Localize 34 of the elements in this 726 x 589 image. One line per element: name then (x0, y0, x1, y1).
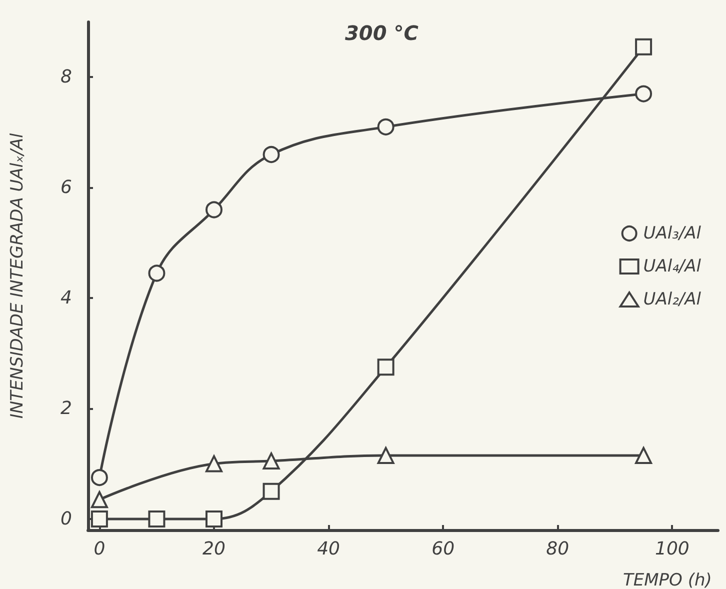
x-tick-label: 60 (432, 538, 455, 560)
point (206, 455, 222, 472)
point (377, 358, 394, 376)
legend-label: UAl₄/Al (643, 256, 702, 276)
x-tick-label: 40 (317, 538, 340, 560)
legend-label: UAl₂/Al (643, 290, 702, 310)
point (148, 264, 166, 282)
point (90, 491, 108, 508)
point (262, 482, 280, 500)
point (377, 118, 394, 136)
y-tick-label: 2 (60, 398, 72, 420)
x-tick-label: 0 (94, 538, 106, 560)
point (148, 510, 166, 528)
point (206, 510, 222, 528)
point (635, 85, 652, 102)
chart-title: 300 °C (345, 21, 419, 45)
y-tick-label: 6 (60, 177, 72, 198)
point (90, 469, 108, 486)
point (90, 510, 108, 528)
x-tick-label: 100 (655, 538, 690, 560)
y-tick-label: 0 (60, 508, 72, 530)
legend-label: UAl₃/Al (643, 224, 702, 244)
x-tick-label: 20 (202, 538, 226, 560)
point (635, 38, 652, 56)
y-tick-label: 8 (60, 66, 72, 88)
y-tick-label: 4 (60, 288, 72, 309)
y-axis-title: INTENSIDADE INTEGRADA UAlₓ/Al (8, 133, 28, 419)
point (635, 446, 652, 464)
point (206, 201, 222, 218)
point (262, 452, 280, 470)
point (262, 146, 280, 164)
x-tick-label: 80 (546, 538, 570, 560)
x-axis-title: TEMPO (h) (623, 570, 712, 589)
point (377, 446, 394, 464)
